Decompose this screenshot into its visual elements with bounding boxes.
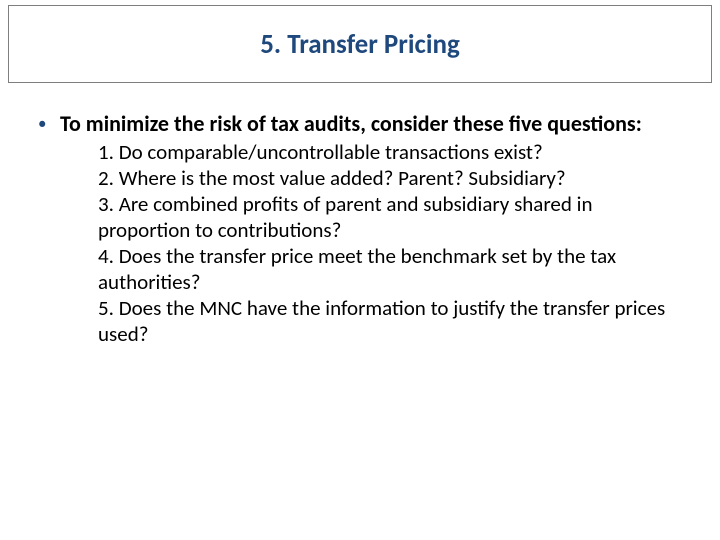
slide-title: 5. Transfer Pricing [260, 28, 460, 61]
title-container: 5. Transfer Pricing [8, 5, 712, 83]
question-item: 3. Are combined profits of parent and su… [98, 191, 688, 243]
content-area: • To minimize the risk of tax audits, co… [38, 110, 688, 347]
bullet-icon: • [38, 110, 60, 137]
question-item: 2. Where is the most value added? Parent… [98, 165, 688, 191]
question-item: 1. Do comparable/uncontrollable transact… [98, 139, 688, 165]
lead-text: To minimize the risk of tax audits, cons… [60, 110, 642, 137]
question-item: 4. Does the transfer price meet the benc… [98, 243, 688, 295]
question-item: 5. Does the MNC have the information to … [98, 295, 688, 347]
questions-list: 1. Do comparable/uncontrollable transact… [98, 139, 688, 347]
lead-row: • To minimize the risk of tax audits, co… [38, 110, 688, 137]
